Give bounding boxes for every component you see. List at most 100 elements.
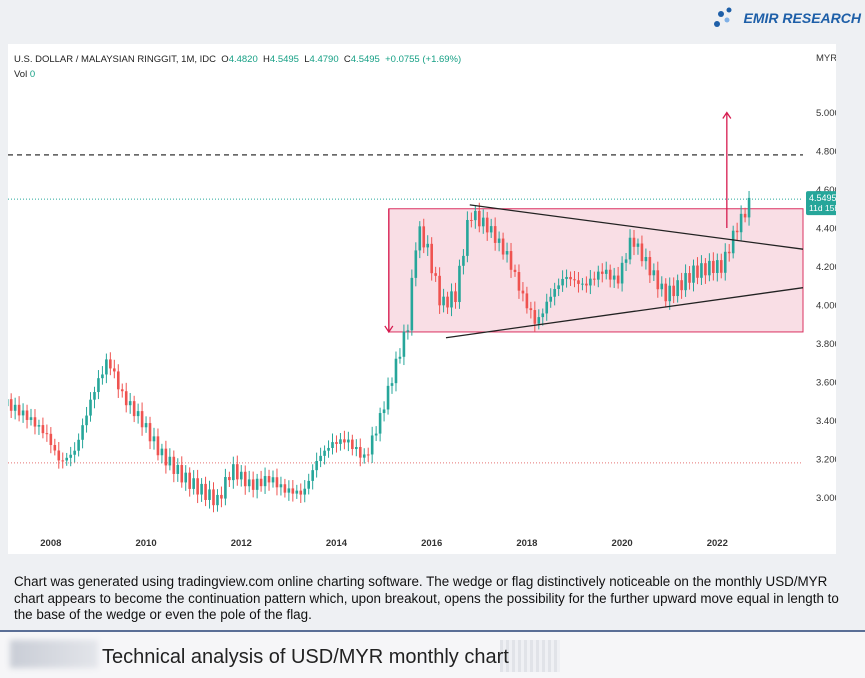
x-tick-label: 2016 [421, 538, 442, 549]
y-tick-label: 4.8000 [816, 147, 836, 158]
candle-body [124, 391, 128, 406]
candle-body [422, 226, 426, 248]
candle-body [414, 250, 418, 278]
candle-body [474, 210, 477, 221]
close-label: C [343, 54, 351, 65]
vol-label: Vol [14, 69, 28, 80]
candle-body [557, 285, 560, 289]
candle-body [450, 291, 453, 308]
candle-body [719, 260, 723, 273]
candle-body [561, 278, 564, 286]
candle-body [747, 197, 751, 218]
vol-value: 0 [29, 69, 36, 80]
low-label: L [304, 54, 310, 65]
candle-body [406, 330, 410, 332]
candle-body [331, 442, 334, 448]
candle-body [251, 479, 255, 490]
candle-body [370, 435, 374, 455]
candle-body [716, 260, 719, 273]
candle-body [188, 472, 191, 489]
candle-body [688, 273, 691, 283]
candle-body [81, 425, 84, 440]
candle-body [164, 448, 168, 466]
usd-myr-chart[interactable]: 3.0000 3.2000 3.4000 3.6000 3.8000 4.0000 4.20… [8, 44, 836, 554]
x-tick-label: 2020 [612, 538, 633, 549]
candle-body [85, 415, 88, 426]
candle-body [501, 238, 505, 255]
candle-body [684, 273, 687, 291]
candle-body [303, 488, 307, 495]
candle-body [723, 251, 727, 273]
candle-body [235, 464, 239, 480]
candle-body [481, 217, 485, 227]
y-tick-label: 3.2000 [816, 455, 836, 466]
candle-body [224, 476, 227, 499]
bottom-title-bar: Technical analysis of USD/MYR monthly ch… [0, 630, 865, 678]
open-value: 4.4820 [228, 54, 258, 65]
candle-body [37, 425, 41, 427]
price-tag-value: 4.5495 [809, 193, 836, 203]
candle-body [259, 478, 263, 487]
chart-panel[interactable]: 3.0000 3.2000 3.4000 3.6000 3.8000 4.0000 4.20… [8, 44, 836, 554]
candle-body [394, 358, 398, 384]
candle-body [29, 417, 33, 420]
candle-body [327, 447, 330, 451]
candle-body [57, 450, 61, 461]
candle-body [279, 484, 283, 488]
candle-body [335, 442, 338, 444]
candle-body [672, 285, 675, 297]
candle-body [466, 219, 469, 256]
candle-body [545, 301, 549, 314]
candle-body [196, 478, 199, 495]
candle-body [656, 270, 660, 290]
candle-body [386, 385, 390, 410]
candle-body [668, 285, 672, 302]
price-tag [806, 191, 836, 216]
candle-body [362, 454, 366, 458]
candle-body [136, 411, 140, 417]
high-label: H [263, 54, 270, 65]
candle-body [204, 483, 207, 500]
candle-body [243, 471, 247, 487]
logo-dots-icon [714, 7, 732, 27]
currency-label: MYR [816, 53, 836, 64]
candle-body [549, 296, 552, 302]
candle-body [596, 271, 600, 280]
candle-body [9, 399, 13, 411]
candle-body [521, 290, 525, 294]
candle-body [652, 270, 656, 276]
candle-body [61, 460, 65, 462]
candle-body [315, 460, 318, 471]
candle-body [116, 371, 120, 390]
candle-body [462, 255, 465, 266]
candle-body [513, 269, 517, 273]
candle-body [358, 447, 362, 458]
candle-body [192, 478, 195, 489]
candle-body [581, 283, 584, 285]
candle-body [113, 368, 116, 372]
candle-body [708, 260, 711, 276]
candle-body [624, 259, 628, 263]
candle-body [374, 433, 378, 436]
x-tick-label: 2022 [707, 538, 728, 549]
candle-body [593, 278, 596, 280]
candle-body [565, 276, 568, 279]
candle-body [505, 251, 509, 255]
candle-body [53, 445, 57, 451]
candle-body [446, 296, 449, 308]
candle-body [612, 275, 616, 280]
candle-body [470, 219, 473, 221]
candle-body [275, 477, 279, 488]
candle-body [307, 480, 311, 489]
candle-body [585, 283, 588, 286]
candle-body [49, 433, 53, 446]
low-value: 4.4790 [309, 54, 339, 65]
candle-body [208, 489, 211, 500]
x-tick-label: 2014 [326, 538, 348, 549]
candle-body [180, 464, 184, 483]
candle-body [140, 411, 144, 428]
candle-body [418, 226, 422, 251]
arrow-head [722, 111, 732, 119]
candle-body [529, 308, 533, 311]
candle-body [485, 217, 489, 233]
